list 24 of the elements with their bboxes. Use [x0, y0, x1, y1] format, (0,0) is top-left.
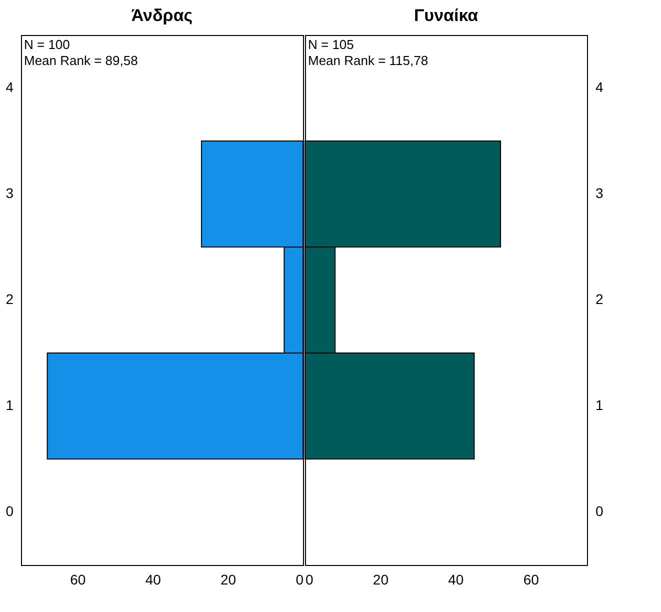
y-tick-label: 2: [6, 291, 14, 307]
x-tick-label: 20: [220, 572, 236, 588]
x-tick-label: 0: [296, 572, 304, 588]
x-tick-label: 20: [372, 572, 389, 588]
chart-title: Άνδρας: [131, 6, 193, 25]
annotation: N = 105: [308, 37, 354, 52]
chart-title: Γυναίκα: [414, 6, 479, 25]
y-tick-label: 4: [596, 79, 604, 95]
x-tick-label: 40: [145, 572, 162, 588]
y-tick-label: 4: [6, 79, 14, 95]
y-tick-label: 3: [6, 185, 14, 201]
annotation: N = 100: [24, 37, 70, 52]
x-tick-label: 40: [448, 572, 464, 588]
annotation: Mean Rank = 115,78: [308, 53, 428, 68]
y-tick-label: 2: [596, 291, 604, 307]
y-tick-label: 3: [596, 185, 604, 201]
x-tick-label: 0: [306, 572, 314, 588]
annotation: Mean Rank = 89,58: [24, 53, 138, 68]
x-tick-label: 60: [70, 572, 86, 588]
y-tick-label: 0: [6, 503, 14, 519]
x-tick-label: 60: [523, 572, 540, 588]
y-tick-label: 1: [6, 397, 14, 413]
y-tick-label: 0: [596, 503, 604, 519]
y-tick-label: 1: [596, 397, 604, 413]
